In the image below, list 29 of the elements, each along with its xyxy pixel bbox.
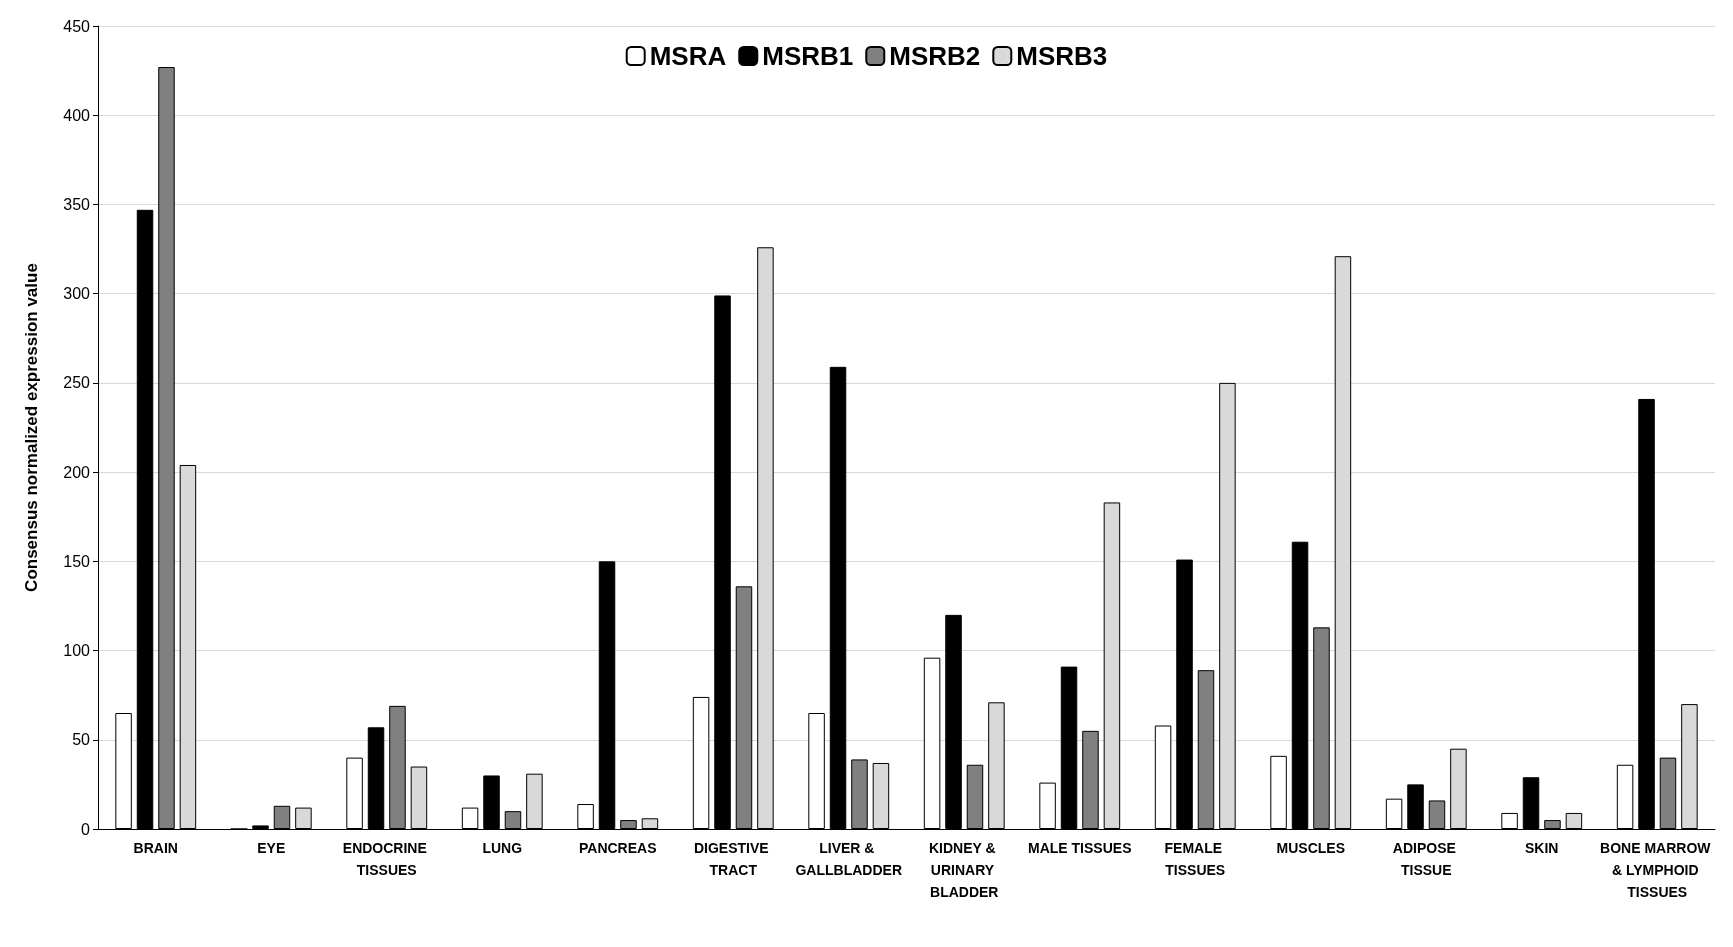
x-tick-label: MUSCLES [1276,840,1345,856]
y-tick-label: 350 [63,195,91,213]
y-tick-label: 150 [63,552,91,570]
y-tick-label: 100 [63,642,91,660]
x-tick-label: MALE TISSUES [1028,840,1132,856]
x-tick-label: LUNG [482,840,523,856]
y-tick-label: 450 [63,17,91,35]
legend-label: MSRA [649,41,727,71]
x-tick-label: ENDOCRINE TISSUES [342,840,431,878]
y-tick-label: 50 [72,731,91,749]
y-tick-label: 0 [81,820,91,838]
legend-label: MSRB2 [889,41,981,71]
y-tick-label: 400 [63,106,91,124]
x-tick-label: FEMALE TISSUES [1164,840,1226,878]
x-tick-label: PANCREAS [578,840,657,856]
x-tick-label: EYE [257,840,286,856]
x-tick-label: LIVER & GALLBLADDER [795,840,903,878]
y-tick-label: 250 [63,374,91,392]
x-tick-label: BONE MARROW & LYMPHOID TISSUES [1600,840,1715,900]
x-tick-label: BRAIN [133,840,178,856]
legend-label: MSRB1 [762,41,854,71]
x-tick-label: SKIN [1525,840,1559,856]
x-tick-label: KIDNEY & URINARY BLADDER [928,840,1000,900]
legend-label: MSRB3 [1016,41,1108,71]
y-axis-title: Consensus normalized expression value [22,263,41,592]
y-tick-label: 300 [63,285,91,303]
x-tick-label: ADIPOSE TISSUE [1392,840,1460,878]
y-tick-label: 200 [63,463,91,481]
x-tick-label: DIGESTIVE TRACT [693,840,773,878]
